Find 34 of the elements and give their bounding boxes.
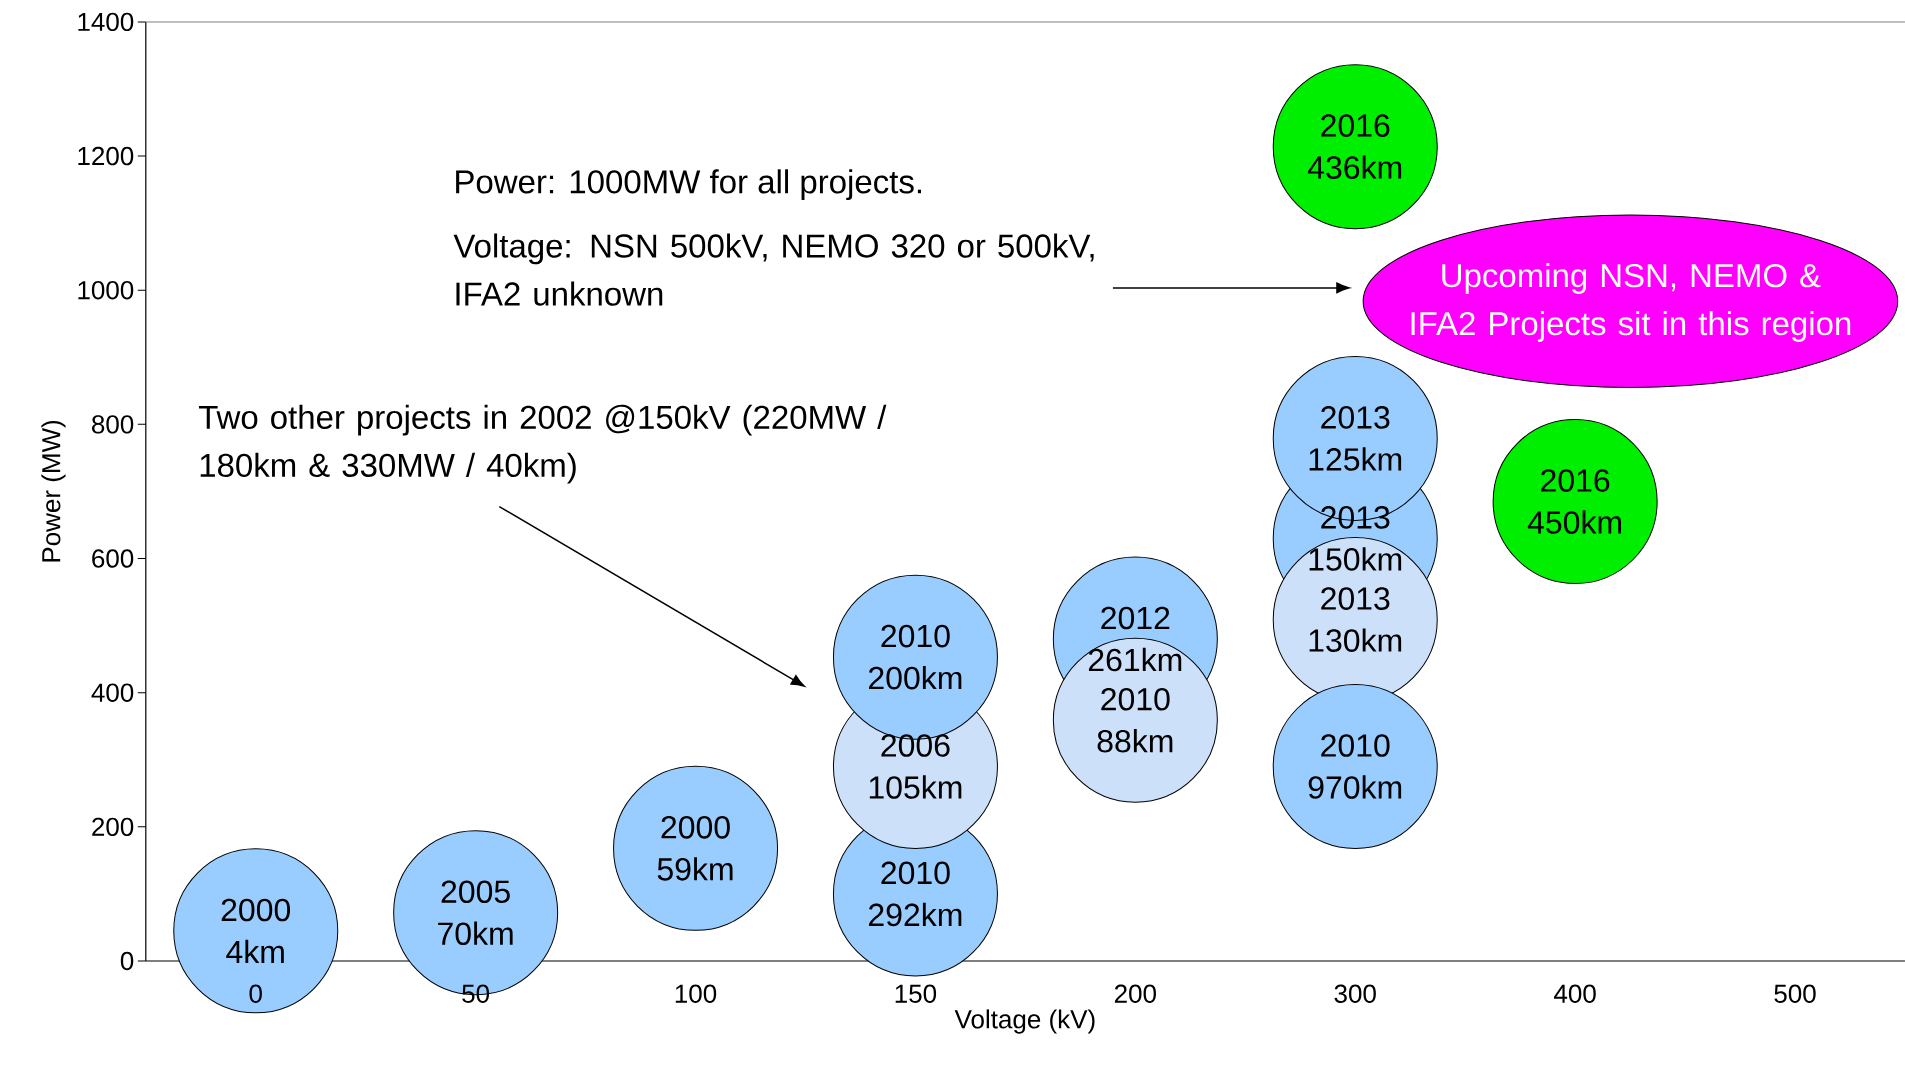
x-tick-label: 200 (1114, 984, 1156, 1003)
x-tick-label: 150 (895, 984, 937, 1003)
annotation: 2010 88km (1097, 687, 1173, 753)
annotation: 2012 261km (1088, 606, 1182, 672)
y-tick-label: 600 (92, 549, 134, 568)
annotation: Power: 1000MW for all projects. (456, 169, 922, 201)
annotation: 2016 450km (1527, 469, 1622, 534)
annotation: Two other projects in 2002 @150kV (220MW / 180km & 330MW / 40km) (198, 404, 887, 484)
y-tick-label: 800 (92, 415, 134, 434)
annotation: 2000 59km (657, 815, 733, 881)
annotation: 2006 105km (869, 734, 962, 799)
y-tick-label: 1000 (78, 281, 134, 300)
annotation: 2016 436km (1307, 114, 1402, 179)
y-tick-label: 400 (91, 683, 134, 702)
y-tick-label: 1400 (78, 12, 134, 32)
annotation: 2005 70km (438, 880, 513, 946)
x-tick-label: 0 (249, 984, 262, 1003)
annotation: 2010 200km (869, 624, 962, 690)
annotation: Upcoming NSN, NEMO & IFA2 Projects sit in this region (1411, 263, 1851, 342)
x-tick-label: 300 (1334, 984, 1376, 1003)
x-tick-label: 400 (1554, 984, 1596, 1003)
annotation: 2010 292km (869, 861, 962, 927)
y-axis-title: Power (MW) (41, 420, 66, 562)
y-tick-label: 1200 (78, 146, 134, 166)
x-axis-title: Voltage (kV) (954, 1009, 1095, 1034)
annotation: 2013 125km (1309, 406, 1402, 471)
annotation: Voltage: NSN 500kV, NEMO 320 or 500kV, IFA2 unknown (453, 233, 1094, 306)
annotation: 2013 130km (1309, 587, 1402, 652)
x-tick-label: 500 (1774, 984, 1816, 1003)
annotation: 2010 970km (1308, 734, 1402, 799)
x-tick-label: 100 (675, 984, 717, 1003)
y-tick-label: 0 (120, 951, 134, 971)
annotation: 2000 4km (221, 898, 291, 963)
y-tick-label: 200 (92, 817, 134, 837)
